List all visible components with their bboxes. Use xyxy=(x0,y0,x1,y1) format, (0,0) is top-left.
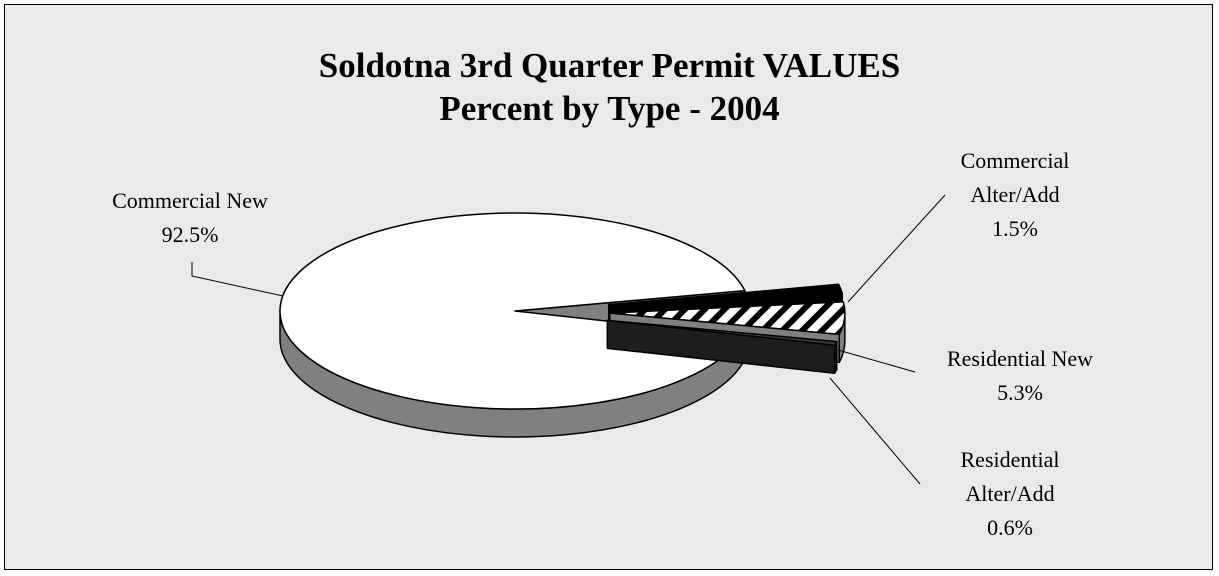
leader-line xyxy=(829,377,921,485)
label-value: 5.3% xyxy=(997,380,1043,405)
label-name: Commercial New xyxy=(112,188,268,213)
label-value: 1.5% xyxy=(992,216,1038,241)
label-name: Residential Alter/Add xyxy=(960,447,1060,506)
slice xyxy=(608,283,843,306)
label-value: 0.6% xyxy=(987,515,1033,540)
slice-side xyxy=(833,340,838,374)
leader-line xyxy=(847,194,946,303)
slice xyxy=(609,301,846,336)
leader-line xyxy=(837,349,916,373)
label-name: Commercial Alter/Add xyxy=(960,148,1070,207)
leader-line xyxy=(191,262,284,297)
chart-subtitle: Percent by Type - 2004 xyxy=(439,89,780,128)
slice xyxy=(606,319,838,346)
slice-label: Residential New 5.3% xyxy=(910,342,1130,410)
slice-label: Residential Alter/Add 0.6% xyxy=(930,443,1090,545)
label-name: Residential New xyxy=(946,346,1094,371)
label-value: 92.5% xyxy=(161,222,219,247)
slice-label: Commercial Alter/Add 1.5% xyxy=(935,144,1095,246)
leader-lines xyxy=(191,194,946,485)
slice-label: Commercial New 92.5% xyxy=(70,184,310,252)
chart-title: Soldotna 3rd Quarter Permit VALUES xyxy=(318,46,901,85)
slice xyxy=(279,212,746,410)
